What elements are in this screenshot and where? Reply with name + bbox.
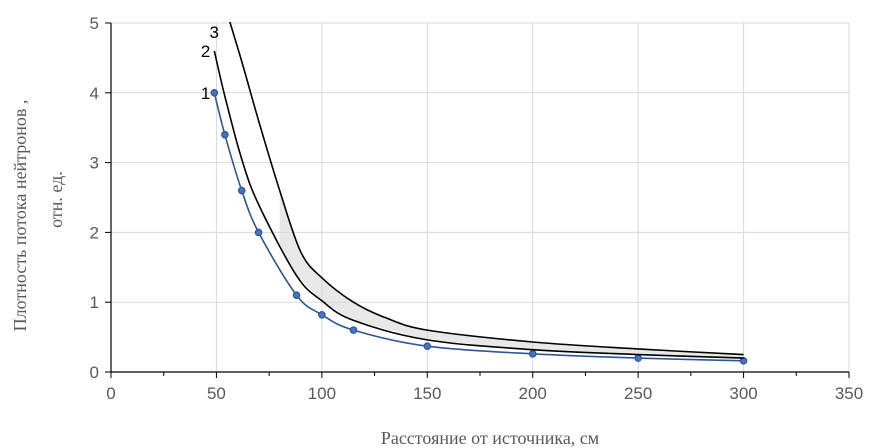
data-point — [237, 186, 246, 195]
series-line-1 — [213, 92, 744, 362]
axes — [105, 22, 850, 378]
data-point — [423, 342, 432, 350]
data-point — [210, 89, 219, 97]
data-point — [528, 350, 537, 358]
labels: 0 50 100 150 200 250 300 350012345123Расстояние… — [10, 14, 863, 448]
series-lines — [210, 22, 748, 365]
data-point — [318, 310, 326, 319]
y-axis-title-line-2: отн. ед. — [46, 171, 66, 228]
x-tick-label: 50 — [207, 384, 226, 403]
data-point — [634, 354, 642, 362]
x-tick-label: 150 — [413, 384, 441, 403]
data-point — [254, 228, 263, 237]
series-line-3 — [229, 22, 744, 356]
y-axis-title-line-1: Плотность потока нейтронов , — [10, 100, 30, 332]
y-tick-label: 1 — [90, 293, 99, 312]
series-label-3: 3 — [210, 23, 219, 42]
y-tick-label: 0 — [90, 363, 99, 382]
data-point — [292, 291, 301, 300]
x-tick-label: 250 — [624, 384, 652, 403]
series-band — [279, 190, 744, 359]
gridlines — [111, 22, 850, 372]
series-label-1: 1 — [201, 84, 210, 103]
series-label-2: 2 — [201, 42, 210, 61]
x-tick-label: 300 — [729, 384, 757, 403]
data-point — [221, 130, 229, 139]
band-area — [279, 190, 744, 359]
y-tick-label: 4 — [90, 84, 99, 103]
y-tick-label: 2 — [90, 223, 99, 242]
y-tick-label: 3 — [90, 154, 99, 173]
x-tick-label: 200 — [519, 384, 547, 403]
x-tick-label: 100 — [308, 384, 336, 403]
x-tick-label: 0 — [106, 384, 115, 403]
x-tick-label: 350 — [835, 384, 863, 403]
data-point — [349, 326, 358, 334]
y-tick-label: 5 — [90, 14, 99, 33]
x-axis-title: Расстояние от источника, см — [381, 428, 599, 448]
series-line-2 — [213, 50, 744, 359]
